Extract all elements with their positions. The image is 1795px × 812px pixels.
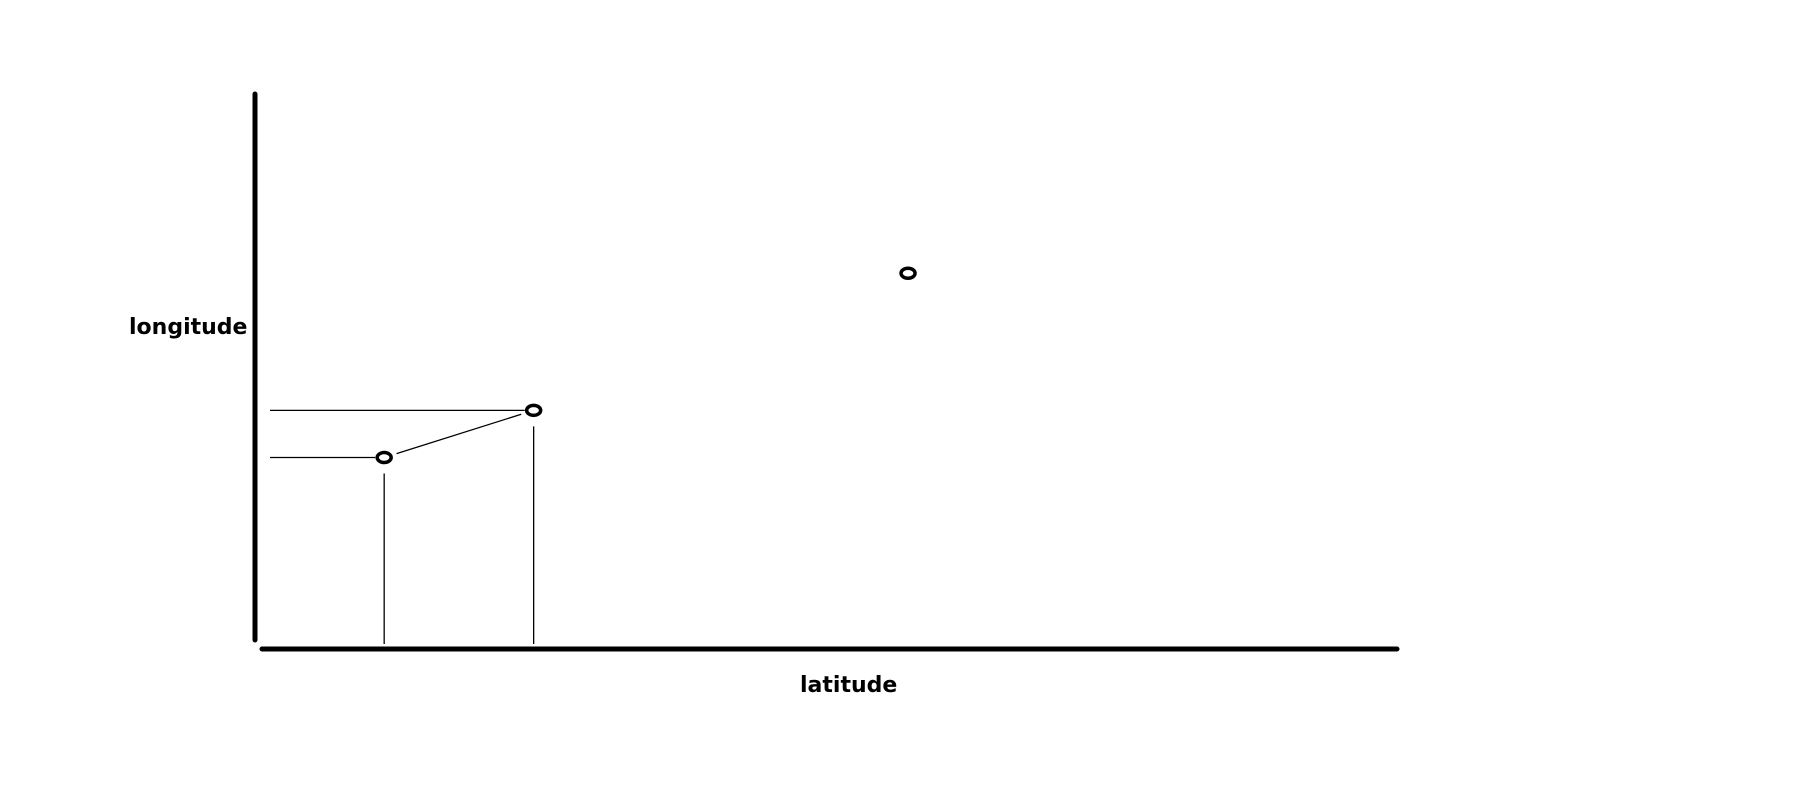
data-point	[899, 266, 917, 281]
diagram-marks	[270, 266, 917, 644]
y-axis-label: longitude	[129, 315, 248, 340]
x-axis-label: latitude	[800, 673, 898, 698]
data-point	[524, 403, 543, 418]
connector-line	[396, 413, 522, 455]
data-point	[375, 450, 393, 465]
